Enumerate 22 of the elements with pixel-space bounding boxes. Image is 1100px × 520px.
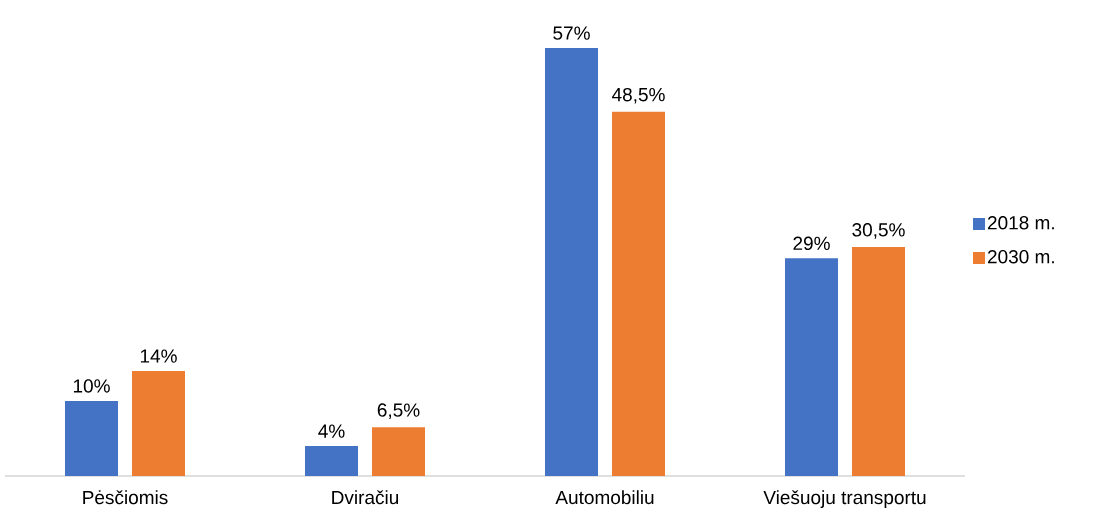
bar bbox=[612, 111, 666, 476]
bar bbox=[65, 400, 118, 476]
data-label: 29% bbox=[793, 236, 830, 251]
bar bbox=[785, 258, 839, 476]
bar bbox=[305, 445, 358, 476]
x-tick-label: Viešuoju transportu bbox=[763, 490, 926, 508]
legend-label: 2018 m. bbox=[987, 216, 1054, 230]
x-tick-label: Pėsčiomis bbox=[83, 490, 168, 505]
data-label: 6,5% bbox=[377, 403, 420, 419]
data-label: 4% bbox=[318, 424, 345, 438]
bar bbox=[372, 427, 426, 476]
legend-label: 2030 m. bbox=[987, 250, 1054, 264]
data-label: 30,5% bbox=[852, 223, 905, 239]
data-label: 57% bbox=[553, 26, 590, 40]
data-label: 14% bbox=[140, 349, 177, 363]
data-label: 48,5% bbox=[612, 87, 665, 104]
bar bbox=[852, 246, 906, 476]
x-tick-label: Automobiliu bbox=[555, 490, 654, 505]
data-label: 10% bbox=[73, 379, 110, 393]
x-tick-label: Dviračiu bbox=[332, 490, 399, 505]
bar bbox=[132, 370, 185, 476]
bar bbox=[545, 47, 599, 476]
